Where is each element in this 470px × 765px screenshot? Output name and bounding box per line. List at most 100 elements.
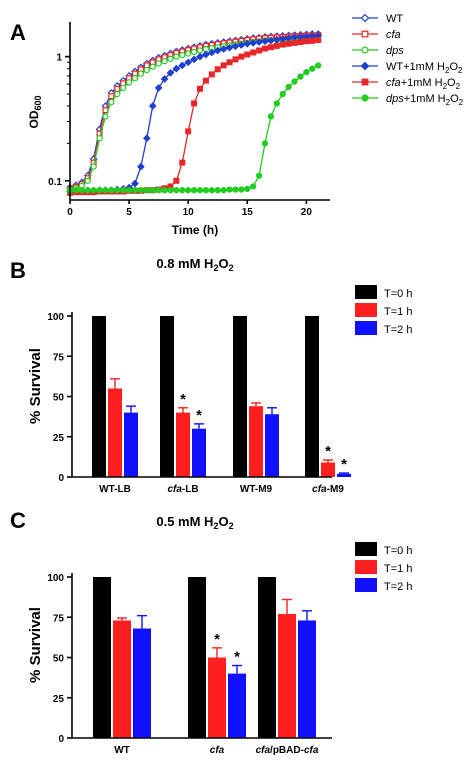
data-point [262, 45, 269, 52]
data-point [173, 187, 180, 194]
bar-group-2: ** [188, 577, 246, 738]
bar [298, 620, 316, 738]
bar [228, 673, 246, 738]
data-point [249, 39, 258, 47]
legend-swatch [355, 560, 377, 574]
legend-entry-2: T=1 h [355, 303, 412, 318]
legend-label: dps [386, 45, 404, 57]
legend-marker [361, 30, 369, 38]
y-axis-label-c: % Survival [27, 607, 44, 683]
legend-marker [361, 46, 369, 54]
bar [188, 577, 206, 738]
data-point [172, 64, 181, 73]
bar [108, 388, 122, 477]
data-point [297, 73, 304, 80]
survival-c-axes: WT cfa cfa/pBAD-cfa 0 25 50 75 100 [47, 573, 332, 756]
legend-swatch [355, 578, 377, 592]
data-point [207, 48, 216, 57]
data-point [185, 50, 192, 57]
data-point [108, 98, 115, 106]
data-point [160, 75, 169, 83]
legend-label: T=0 h [384, 545, 412, 557]
bar [337, 473, 351, 477]
data-point [90, 187, 97, 194]
legend-swatch [355, 303, 377, 317]
data-point [267, 36, 275, 45]
data-point [226, 59, 233, 66]
data-point [137, 162, 145, 171]
data-point [131, 179, 139, 188]
bar [249, 406, 263, 477]
data-point [220, 187, 227, 194]
data-point [238, 186, 245, 193]
y-tick-label: 0 [58, 473, 64, 484]
data-point [303, 68, 310, 76]
data-point [244, 185, 251, 193]
survival-chart-0-5mM: 0.5 mM H2O2 ** WT cfa cfa/pBAD-cfa02550751… [27, 514, 412, 756]
data-point [303, 38, 310, 45]
y-axis-label-b: % Survival [27, 348, 44, 424]
legend-entry-5: cfa+1mM H2O2 [352, 77, 461, 91]
category-label: cfa [210, 745, 225, 756]
y-tick-label: 50 [53, 654, 65, 665]
data-point [185, 128, 192, 135]
survival-b-axes: WT-LB cfa-LB WT-M9 cfa-M9 0 25 50 75 100 [47, 312, 344, 495]
bar [258, 577, 276, 738]
x-tick-label: 10 [183, 207, 195, 218]
data-point [196, 52, 204, 61]
data-point [72, 187, 80, 194]
data-point [191, 100, 198, 107]
data-point [291, 78, 298, 85]
data-point [261, 140, 269, 147]
data-point [279, 41, 286, 48]
data-point [231, 42, 240, 51]
data-point [196, 187, 204, 194]
y-tick-label: 25 [53, 694, 65, 705]
legend-entry-2: cfa [352, 29, 401, 41]
legend-label: WT+1mM H2O2 [386, 61, 463, 75]
bar [233, 316, 247, 477]
x-tick-label: 0 [67, 207, 73, 218]
x-tick-label: 5 [126, 207, 132, 218]
data-point [149, 63, 156, 70]
legend-label: T=2 h [384, 581, 412, 593]
legend-entry-3: dps [352, 45, 404, 57]
data-point [114, 187, 121, 194]
data-point [315, 37, 322, 44]
legend-swatch [355, 542, 377, 556]
bar [208, 657, 226, 738]
legend-marker [361, 94, 369, 102]
bar [321, 462, 335, 477]
data-point [78, 187, 85, 194]
data-point [167, 187, 174, 194]
data-point [272, 35, 281, 44]
y-tick-label: 75 [53, 613, 65, 624]
data-point [102, 113, 109, 120]
data-point [120, 187, 127, 194]
growth-curve-plot-area [66, 30, 323, 196]
y-axis-label: OD600 [27, 95, 43, 128]
data-point [184, 58, 193, 67]
chart-title-b: 0.8 mM H2O2 [156, 256, 233, 273]
data-point [237, 41, 246, 49]
legend-label: WT [386, 13, 403, 25]
panel-letter-c: C [10, 508, 26, 533]
survival-b-legend: T=0 h T=1 h T=2 h [355, 285, 412, 336]
legend-entry-3: T=2 h [355, 321, 412, 336]
data-point [197, 85, 204, 92]
data-point [84, 187, 91, 194]
data-point [214, 187, 221, 194]
data-point [285, 40, 292, 47]
data-point [179, 51, 186, 59]
bar [93, 577, 111, 738]
bar [124, 412, 138, 477]
data-point [244, 51, 251, 58]
bar [160, 316, 174, 477]
data-point [179, 159, 186, 166]
legend-entry-3: T=2 h [355, 578, 412, 593]
legend-swatch [355, 285, 377, 299]
y-tick-label: 25 [53, 433, 65, 444]
data-point [143, 187, 150, 194]
data-point [208, 187, 215, 194]
